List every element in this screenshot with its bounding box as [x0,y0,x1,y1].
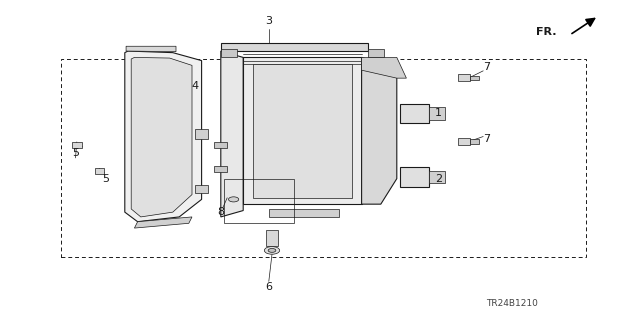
Polygon shape [221,51,243,217]
Text: 5: 5 [72,148,79,158]
Polygon shape [400,167,429,187]
Polygon shape [214,142,227,148]
Polygon shape [470,76,479,80]
Text: 8: 8 [217,207,225,217]
Polygon shape [458,138,470,145]
Polygon shape [429,171,445,183]
Polygon shape [221,49,237,57]
Polygon shape [72,142,82,148]
Polygon shape [125,51,202,222]
Polygon shape [266,230,278,246]
Text: FR.: FR. [536,27,557,37]
Polygon shape [195,185,208,193]
Text: TR24B1210: TR24B1210 [486,299,538,308]
Polygon shape [470,139,479,144]
Text: 3: 3 [266,16,272,26]
Polygon shape [126,46,176,52]
Polygon shape [214,166,227,172]
Polygon shape [368,49,384,57]
Polygon shape [400,104,429,123]
Polygon shape [362,57,397,204]
Circle shape [228,197,239,202]
Text: 1: 1 [435,108,442,118]
Polygon shape [95,168,104,174]
Polygon shape [221,43,368,51]
Polygon shape [458,74,470,81]
Text: 5: 5 [102,174,109,184]
Polygon shape [131,57,192,217]
Circle shape [264,247,280,254]
Text: 7: 7 [483,134,490,144]
Polygon shape [269,209,339,217]
Polygon shape [243,57,362,204]
Text: 4: 4 [191,81,199,91]
Bar [61,59,586,257]
Polygon shape [195,129,208,139]
Circle shape [268,249,276,252]
Polygon shape [362,57,406,78]
Polygon shape [134,217,192,228]
Text: 7: 7 [483,62,490,72]
Text: 2: 2 [435,174,442,184]
Polygon shape [429,107,445,120]
Polygon shape [253,64,352,198]
Text: 6: 6 [266,282,272,292]
